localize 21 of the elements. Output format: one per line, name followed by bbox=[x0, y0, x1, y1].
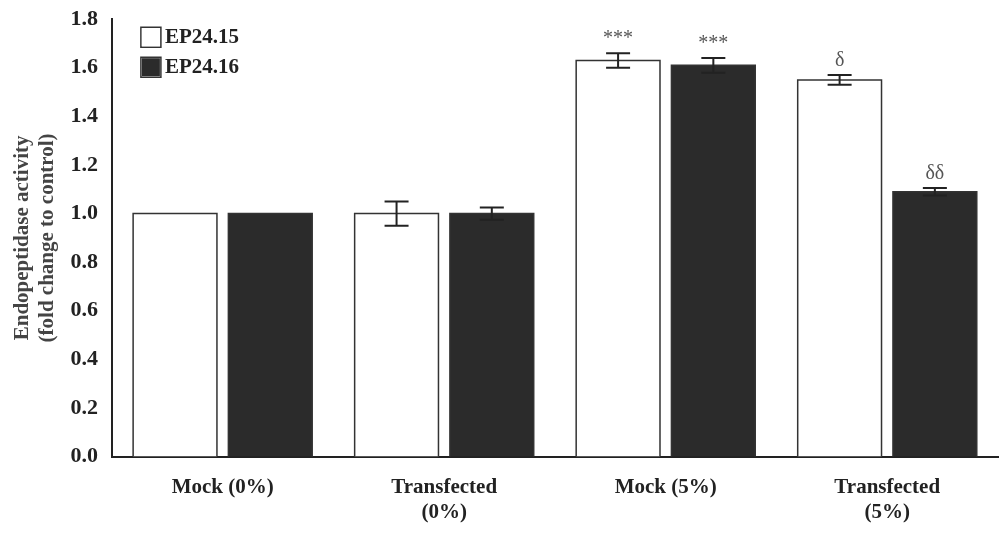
x-tick-label: Mock (0%) bbox=[171, 473, 274, 498]
y-axis-title: Endopeptidase activity (fold change to control) bbox=[9, 133, 59, 343]
data-label: *** bbox=[603, 26, 634, 49]
data-label: δ bbox=[834, 48, 845, 71]
legend-label: EP24.16 bbox=[164, 53, 239, 78]
y-tick-label: 1.0 bbox=[70, 199, 98, 225]
y-tick-label: 0.2 bbox=[70, 393, 98, 419]
y-tick-label: 0.6 bbox=[70, 296, 98, 322]
y-tick-label: 0.4 bbox=[70, 345, 98, 371]
data-label: *** bbox=[698, 31, 729, 54]
x-tick-label: Transfected (0%) bbox=[391, 473, 498, 523]
y-tick-label: 1.8 bbox=[70, 4, 98, 30]
y-tick-label: 0.0 bbox=[70, 442, 98, 468]
y-tick-label: 0.8 bbox=[70, 247, 98, 273]
x-tick-label: Mock (5%) bbox=[614, 473, 717, 498]
y-tick-label: 1.6 bbox=[70, 53, 98, 79]
x-tick-label: Transfected (5%) bbox=[834, 473, 941, 523]
data-label: δδ bbox=[925, 161, 945, 184]
y-tick-label: 1.4 bbox=[70, 102, 98, 128]
y-tick-label: 1.2 bbox=[70, 150, 98, 176]
legend-label: EP24.15 bbox=[164, 23, 239, 48]
